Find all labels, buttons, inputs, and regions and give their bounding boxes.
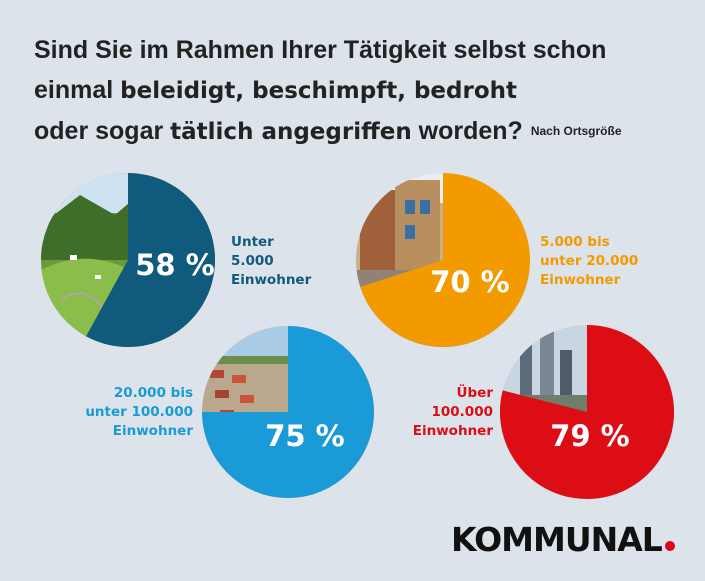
pie-value-labels: 58 % 70 % 75 % 79 % — [135, 248, 630, 453]
pie-label-line: Einwohner — [112, 423, 193, 439]
pie-label-line: Einwohner — [540, 272, 621, 288]
pie-label-line: Unter — [231, 234, 274, 250]
title-line-2-start: einmal — [34, 76, 121, 104]
pie-value-label: 70 % — [430, 265, 510, 299]
pie-label-line: 100.000 — [431, 404, 494, 420]
pie-label-line: 5.000 — [231, 253, 274, 269]
brand-name: KOMMUNAL — [451, 520, 663, 559]
pie-wedge — [360, 173, 531, 347]
pie-wedge — [86, 173, 216, 347]
title-line-3-start: oder sogar — [34, 117, 171, 145]
pie-wedge — [202, 326, 374, 498]
pie-label-under-5000: Unter 5.000 Einwohner — [231, 233, 311, 290]
pie-wedges — [86, 173, 674, 499]
kommunal-logo: KOMMUNAL — [451, 520, 675, 559]
title-note: Nach Ortsgröße — [530, 124, 622, 138]
pie-value-label: 79 % — [550, 419, 630, 453]
pie-value-label: 58 % — [135, 248, 215, 282]
title-line-3-end: worden? — [411, 117, 523, 145]
pie-label-line: unter 100.000 — [85, 404, 193, 420]
pie-label-line: unter 20.000 — [540, 253, 639, 269]
pie-value-label: 75 % — [265, 419, 345, 453]
pie-label-line: 5.000 bis — [540, 234, 610, 250]
logo-dot-icon — [664, 541, 675, 551]
title-line-2-bold: beleidigt, beschimpft, bedroht — [120, 78, 517, 104]
pie-label-line: Einwohner — [231, 272, 312, 288]
pie-wedge — [499, 325, 674, 499]
pie-label-line: 20.000 bis — [113, 385, 193, 401]
title-line-3-bold: tätlich angegriffen — [170, 119, 412, 145]
pie-label-line: Über — [456, 385, 493, 401]
chart-title: Sind Sie im Rahmen Ihrer Tätigkeit selbs… — [34, 30, 684, 152]
pie-label-5000-to-20000: 5.000 bis unter 20.000 Einwohner — [540, 233, 638, 290]
pie-label-line: Einwohner — [412, 423, 493, 439]
pie-label-20000-to-100000: 20.000 bis unter 100.000 Einwohner — [85, 384, 193, 441]
pie-label-over-100000: Über 100.000 Einwohner — [413, 384, 493, 441]
title-line-1: Sind Sie im Rahmen Ihrer Tätigkeit selbs… — [34, 36, 607, 64]
